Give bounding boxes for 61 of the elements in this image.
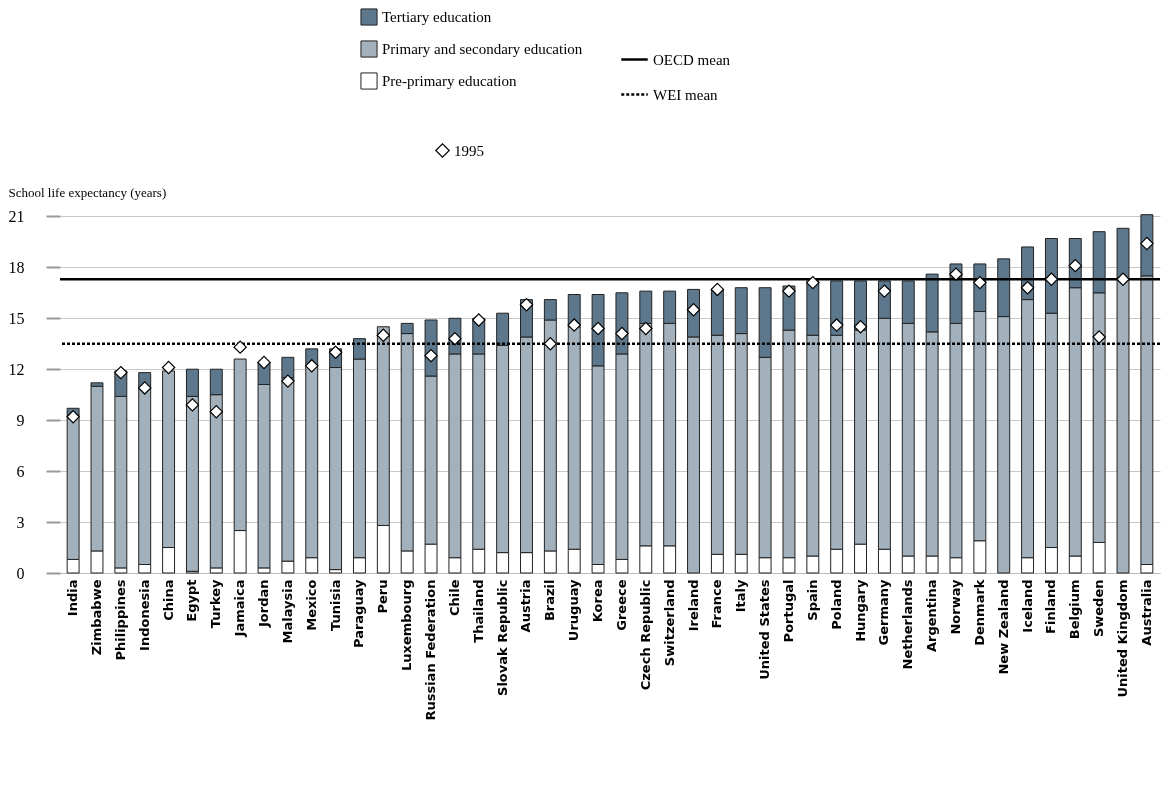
- x-tick-label: Uruguay: [566, 578, 582, 642]
- x-tick-label: Korea: [590, 579, 606, 623]
- x-tick-label: Malaysia: [279, 579, 295, 644]
- x-tick-label: Spain: [804, 579, 820, 621]
- y-tick-label: 15: [8, 309, 25, 327]
- x-tick-label: Switzerland: [661, 579, 677, 667]
- x-tick-label: Poland: [828, 579, 844, 630]
- x-tick-label: Paraguay: [351, 578, 367, 649]
- y-tick-label: 18: [8, 258, 25, 276]
- x-tick-label: Iceland: [1019, 579, 1035, 633]
- x-tick-label: India: [65, 579, 81, 617]
- legend-label: OECD mean: [653, 51, 731, 68]
- x-tick-label: New Zealand: [995, 579, 1011, 675]
- legend-label: Tertiary education: [382, 9, 492, 25]
- x-tick-label: Zimbabwe: [88, 579, 104, 656]
- x-tick-label: Denmark: [971, 579, 987, 646]
- y-tick-label: 9: [16, 411, 25, 429]
- x-tick-label: Argentina: [924, 579, 940, 653]
- x-tick-label: Russian Federation: [423, 579, 439, 721]
- legend-label: Primary and secondary education: [382, 41, 583, 57]
- x-tick-label: Tunisia: [327, 579, 343, 631]
- x-tick-label: Chile: [446, 579, 462, 617]
- legend-label: 1995: [454, 142, 484, 159]
- x-tick-label: Turkey: [208, 578, 224, 629]
- legend-label: WEI mean: [653, 86, 719, 103]
- y-tick-label: 6: [16, 462, 25, 480]
- x-tick-label: Hungary: [852, 578, 868, 642]
- x-tick-label: Norway: [947, 578, 963, 635]
- x-tick-label: Netherlands: [900, 579, 916, 670]
- x-tick-label: Egypt: [184, 579, 200, 622]
- x-tick-label: Jordan: [256, 579, 272, 629]
- y-tick-label: 0: [16, 564, 25, 582]
- legend-label: Pre-primary education: [382, 73, 518, 89]
- x-tick-label: Greece: [613, 579, 629, 631]
- x-tick-label: Germany: [876, 578, 892, 646]
- x-tick-label: Thailand: [470, 579, 486, 643]
- x-tick-label: Slovak Republic: [494, 579, 510, 696]
- x-tick-label: Indonesia: [136, 579, 152, 651]
- x-tick-label: Ireland: [685, 579, 701, 632]
- x-tick-label: Sweden: [1091, 579, 1107, 638]
- y-tick-label: 3: [16, 513, 25, 531]
- x-tick-label: Philippines: [112, 579, 128, 661]
- y-tick-label: 21: [8, 207, 25, 225]
- x-tick-label: United Kingdom: [1115, 579, 1131, 698]
- x-tick-label: Luxembourg: [399, 579, 415, 671]
- x-tick-label: Australia: [1138, 579, 1154, 646]
- x-tick-label: Czech Republic: [637, 579, 653, 691]
- y-tick-label: 12: [8, 360, 25, 378]
- x-tick-label: Peru: [375, 579, 391, 614]
- x-tick-label: Austria: [518, 579, 534, 633]
- x-tick-label: Finland: [1043, 579, 1059, 634]
- x-tick-label: Jamaica: [232, 579, 248, 638]
- x-tick-label: Belgium: [1067, 579, 1083, 640]
- x-tick-label: United States: [757, 579, 773, 680]
- x-tick-label: France: [709, 579, 725, 629]
- y-axis-title: School life expectancy (years): [8, 184, 167, 200]
- x-tick-label: Portugal: [780, 579, 796, 643]
- x-tick-label: China: [160, 579, 176, 621]
- x-tick-label: Italy: [733, 578, 749, 613]
- x-tick-label: Mexico: [303, 579, 319, 631]
- x-tick-label: Brazil: [542, 579, 558, 622]
